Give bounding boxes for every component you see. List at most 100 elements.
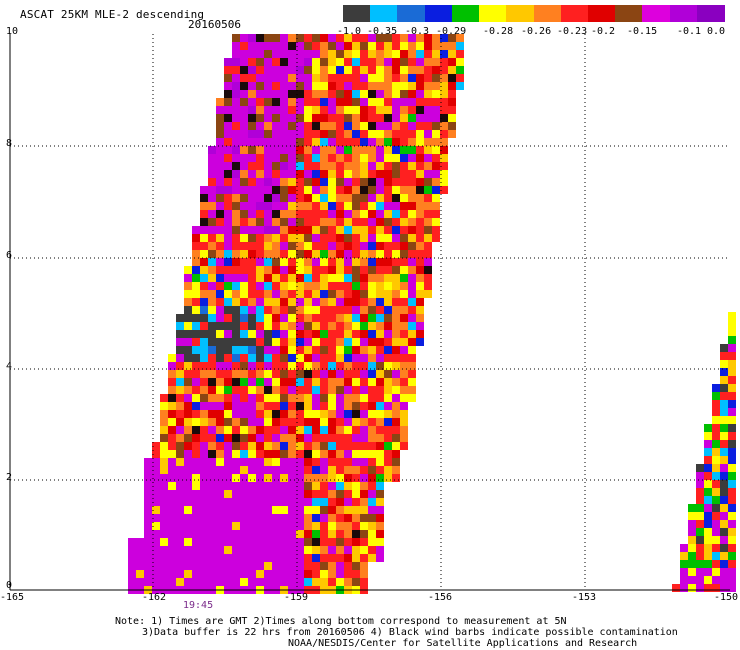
swath-cell [288,250,296,258]
swath-cell [280,274,288,282]
swath-cell [296,298,304,306]
swath-cell [296,34,304,42]
swath-cell [416,178,424,186]
swath-cell [272,186,280,194]
swath-cell [336,458,344,466]
swath-cell [344,234,352,242]
swath-cell [344,266,352,274]
swath-cell [256,258,264,266]
swath-cell [232,370,240,378]
swath-cell [248,242,256,250]
swath-cell [296,138,304,146]
swath-cell [352,498,360,506]
swath-cell [320,122,328,130]
swath-cell [304,282,312,290]
swath-cell [416,50,424,58]
swath-cell [248,370,256,378]
swath-cell [320,474,328,482]
swath-cell [256,338,264,346]
swath-cell [336,546,344,554]
swath-cell [280,506,288,514]
swath-cell [248,562,256,570]
swath-cell [224,434,232,442]
swath-cell [376,242,384,250]
swath-cell [184,378,192,386]
swath-cell [296,378,304,386]
swath-cell [328,210,336,218]
swath-cell [320,42,328,50]
swath-cell [288,554,296,562]
swath-cell [208,154,216,162]
swath-cell [200,474,208,482]
swath-cell [336,162,344,170]
swath-cell [448,114,456,122]
swath-cell [288,338,296,346]
swath-cell [416,282,424,290]
swath-cell [392,194,400,202]
swath-cell [376,378,384,386]
swath-cell [328,362,336,370]
swath-cell [280,34,288,42]
swath-cell [360,210,368,218]
swath-cell [136,570,144,578]
swath-cell [336,218,344,226]
swath-cell [176,442,184,450]
swath-cell [264,266,272,274]
swath-cell [304,514,312,522]
swath-cell [200,402,208,410]
swath-cell [352,42,360,50]
swath-cell [240,226,248,234]
swath-cell [216,370,224,378]
swath-cell [720,512,728,520]
swath-cell [168,570,176,578]
swath-cell [344,554,352,562]
swath-cell [280,170,288,178]
swath-cell [264,554,272,562]
swath-cell [432,178,440,186]
swath-cell [312,362,320,370]
swath-cell [376,466,384,474]
swath-cell [336,234,344,242]
swath-cell [360,570,368,578]
swath-cell [280,98,288,106]
swath-cell [216,434,224,442]
swath-cell [168,522,176,530]
swath-cell [248,130,256,138]
swath-cell [384,218,392,226]
swath-cell [400,58,408,66]
swath-cell [328,258,336,266]
swath-cell [232,74,240,82]
swath-cell [416,242,424,250]
swath-cell [208,314,216,322]
swath-cell [208,418,216,426]
swath-cell [344,146,352,154]
swath-cell [280,106,288,114]
swath-cell [272,34,280,42]
swath-cell [432,186,440,194]
swath-cell [416,42,424,50]
swath-cell [224,394,232,402]
swath-cell [232,482,240,490]
colorbar-swatch [615,5,644,22]
swath-cell [296,402,304,410]
swath-cell [416,122,424,130]
swath-cell [224,226,232,234]
swath-cell [240,370,248,378]
swath-cell [376,354,384,362]
swath-cell [400,194,408,202]
swath-cell [360,130,368,138]
swath-cell [304,42,312,50]
swath-cell [184,282,192,290]
swath-cell [296,578,304,586]
swath-cell [376,194,384,202]
swath-cell [184,306,192,314]
swath-cell [264,322,272,330]
grid-lines [10,34,730,590]
swath-cell [312,290,320,298]
swath-cell [320,562,328,570]
swath-cell [240,442,248,450]
swath-cell [688,528,696,536]
swath-cell [160,578,168,586]
swath-cell [336,194,344,202]
swath-cell [304,402,312,410]
